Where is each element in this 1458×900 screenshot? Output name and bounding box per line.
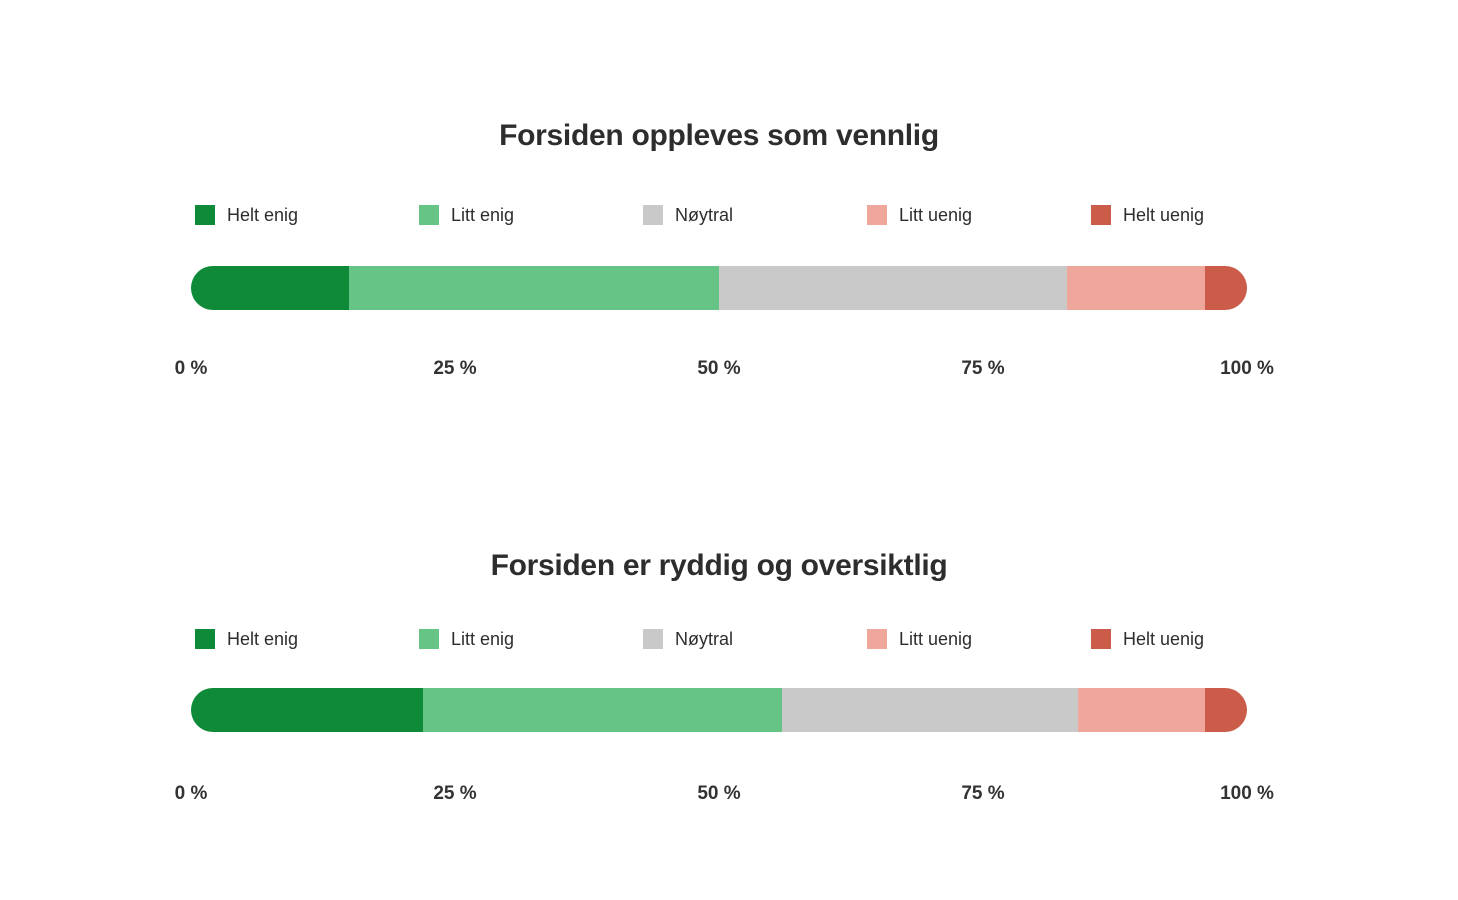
legend-swatch-litt-enig (419, 629, 439, 649)
chart-forsiden-vennlig: Forsiden oppleves som vennlig Helt enig L… (175, 92, 1274, 412)
bar-segment-helt-uenig (1204, 688, 1247, 732)
axis-tick-label: 75 % (961, 783, 1005, 804)
legend-swatch-litt-uenig (867, 205, 887, 225)
bar-segment-helt-enig (191, 266, 350, 310)
bar-segment-litt-enig (349, 266, 719, 310)
legend-item-litt-enig: Litt enig (419, 204, 643, 226)
legend-swatch-litt-enig (419, 205, 439, 225)
stacked-bar (191, 688, 1247, 732)
stacked-bar (191, 266, 1247, 310)
chart-forsiden-ryddig: Forsiden er ryddig og oversiktlig Helt e… (175, 522, 1274, 842)
legend: Helt enig Litt enig Nøytral Litt uenig Helt … (191, 204, 1247, 226)
legend-label: Litt enig (451, 629, 515, 649)
bar-segment-litt-uenig (1078, 688, 1205, 732)
bar-segment-helt-uenig (1204, 266, 1247, 310)
legend-item-n-ytral: Nøytral (643, 204, 867, 226)
legend-item-litt-enig: Litt enig (419, 628, 643, 650)
legend-label: Helt uenig (1123, 205, 1205, 225)
axis-tick-label: 0 % (174, 783, 208, 804)
legend-label: Helt enig (227, 205, 299, 225)
legend-swatch-helt-uenig (1091, 205, 1111, 225)
legend-swatch-litt-uenig (867, 629, 887, 649)
axis-tick-label: 50 % (697, 358, 741, 379)
legend: Helt enig Litt enig Nøytral Litt uenig Helt … (191, 628, 1247, 650)
axis-tick-label: 25 % (433, 358, 477, 379)
axis-tick-label: 100 % (1220, 783, 1274, 804)
bar-segment-litt-enig (423, 688, 783, 732)
legend-item-helt-uenig: Helt uenig (1091, 204, 1315, 226)
bar-segment-n-ytral (782, 688, 1079, 732)
bar-segment-helt-enig (191, 688, 424, 732)
legend-label: Helt uenig (1123, 629, 1205, 649)
axis-tick-label: 0 % (174, 358, 208, 379)
legend-item-helt-enig: Helt enig (195, 628, 419, 650)
legend-label: Litt uenig (899, 629, 973, 649)
legend-item-n-ytral: Nøytral (643, 628, 867, 650)
chart-title: Forsiden er ryddig og oversiktlig (490, 548, 948, 582)
axis-tick-label: 25 % (433, 783, 477, 804)
legend-item-helt-enig: Helt enig (195, 204, 419, 226)
legend-swatch-helt-enig (195, 205, 215, 225)
bar-segment-n-ytral (718, 266, 1068, 310)
legend-swatch-n-ytral (643, 629, 663, 649)
x-axis: 0 % 25 % 50 % 75 % 100 % (175, 358, 1274, 382)
chart-title: Forsiden oppleves som vennlig (499, 118, 939, 152)
axis-tick-label: 75 % (961, 358, 1005, 379)
axis-tick-label: 50 % (697, 783, 741, 804)
legend-item-litt-uenig: Litt uenig (867, 628, 1091, 650)
legend-label: Helt enig (227, 629, 299, 649)
legend-label: Litt uenig (899, 205, 973, 225)
axis-tick-label: 100 % (1220, 358, 1274, 379)
bar-segment-litt-uenig (1067, 266, 1205, 310)
legend-item-litt-uenig: Litt uenig (867, 204, 1091, 226)
legend-label: Litt enig (451, 205, 515, 225)
legend-swatch-n-ytral (643, 205, 663, 225)
legend-swatch-helt-uenig (1091, 629, 1111, 649)
x-axis: 0 % 25 % 50 % 75 % 100 % (175, 783, 1274, 807)
legend-swatch-helt-enig (195, 629, 215, 649)
legend-label: Nøytral (675, 629, 733, 649)
legend-label: Nøytral (675, 205, 733, 225)
legend-item-helt-uenig: Helt uenig (1091, 628, 1315, 650)
